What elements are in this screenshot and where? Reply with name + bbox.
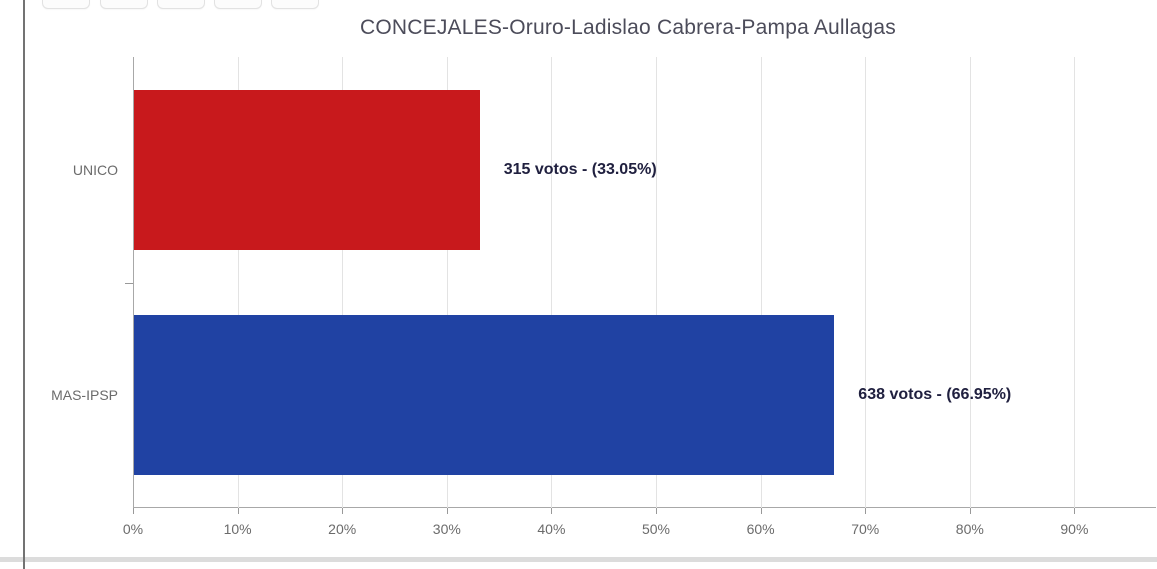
bar-unico[interactable] bbox=[134, 89, 480, 250]
y-axis-tick bbox=[125, 282, 133, 284]
x-tick-label-10%: 10% bbox=[223, 521, 252, 537]
x-tick-90% bbox=[1074, 508, 1076, 514]
toolbar-button-5[interactable] bbox=[271, 0, 319, 9]
x-tick-label-80%: 80% bbox=[955, 521, 984, 537]
toolbar-button-2[interactable] bbox=[100, 0, 148, 9]
plot-area: 0% 10% 20% 30% 40% 50% 60% 70% 80% 90% 315 votos -… bbox=[51, 57, 1156, 537]
x-tick-label-0%: 0% bbox=[122, 521, 144, 537]
x-tick-10% bbox=[237, 508, 239, 514]
gridline-50% bbox=[656, 57, 657, 508]
x-tick-30% bbox=[446, 508, 448, 514]
x-axis bbox=[133, 507, 1156, 508]
toolbar-button-1[interactable] bbox=[42, 0, 90, 9]
gridline-10% bbox=[237, 57, 239, 508]
category-label-mas-ipsp: MAS-IPSP bbox=[51, 387, 118, 404]
x-tick-label-50%: 50% bbox=[641, 521, 671, 537]
toolbar-button-4[interactable] bbox=[214, 0, 262, 9]
chart-title: CONCEJALES-Oruro-Ladislao Cabrera-Pampa … bbox=[360, 16, 896, 39]
gridline-30% bbox=[446, 57, 448, 508]
y-axis bbox=[133, 57, 134, 508]
gridline-40% bbox=[551, 57, 553, 508]
bar-value-label-mas-ipsp: 638 votos - (66.95%) bbox=[858, 386, 1012, 404]
toolbar-button-3[interactable] bbox=[157, 0, 205, 9]
x-tick-label-60%: 60% bbox=[746, 521, 775, 537]
gridline-90% bbox=[1074, 57, 1076, 508]
gridline-80% bbox=[969, 57, 971, 508]
bar-mas-ipsp[interactable] bbox=[134, 315, 835, 476]
x-tick-label-40%: 40% bbox=[537, 521, 566, 537]
x-tick-80% bbox=[969, 508, 971, 514]
gridline-20% bbox=[342, 57, 344, 508]
x-tick-label-90%: 90% bbox=[1060, 521, 1089, 537]
x-tick-0% bbox=[133, 508, 134, 514]
x-tick-label-20%: 20% bbox=[328, 521, 357, 537]
left-border-rule bbox=[23, 0, 25, 569]
x-tick-60% bbox=[760, 508, 762, 514]
bottom-edge-strip bbox=[0, 557, 1157, 562]
gridline-60% bbox=[760, 57, 762, 508]
x-tick-20% bbox=[342, 508, 344, 514]
x-tick-70% bbox=[865, 508, 867, 514]
bar-value-label-unico: 315 votos - (33.05%) bbox=[503, 160, 657, 178]
x-tick-label-30%: 30% bbox=[432, 521, 461, 537]
x-tick-50% bbox=[656, 508, 657, 514]
category-label-unico: UNICO bbox=[72, 161, 118, 178]
x-tick-40% bbox=[551, 508, 553, 514]
x-tick-label-70%: 70% bbox=[851, 521, 880, 537]
gridline-70% bbox=[865, 57, 867, 508]
